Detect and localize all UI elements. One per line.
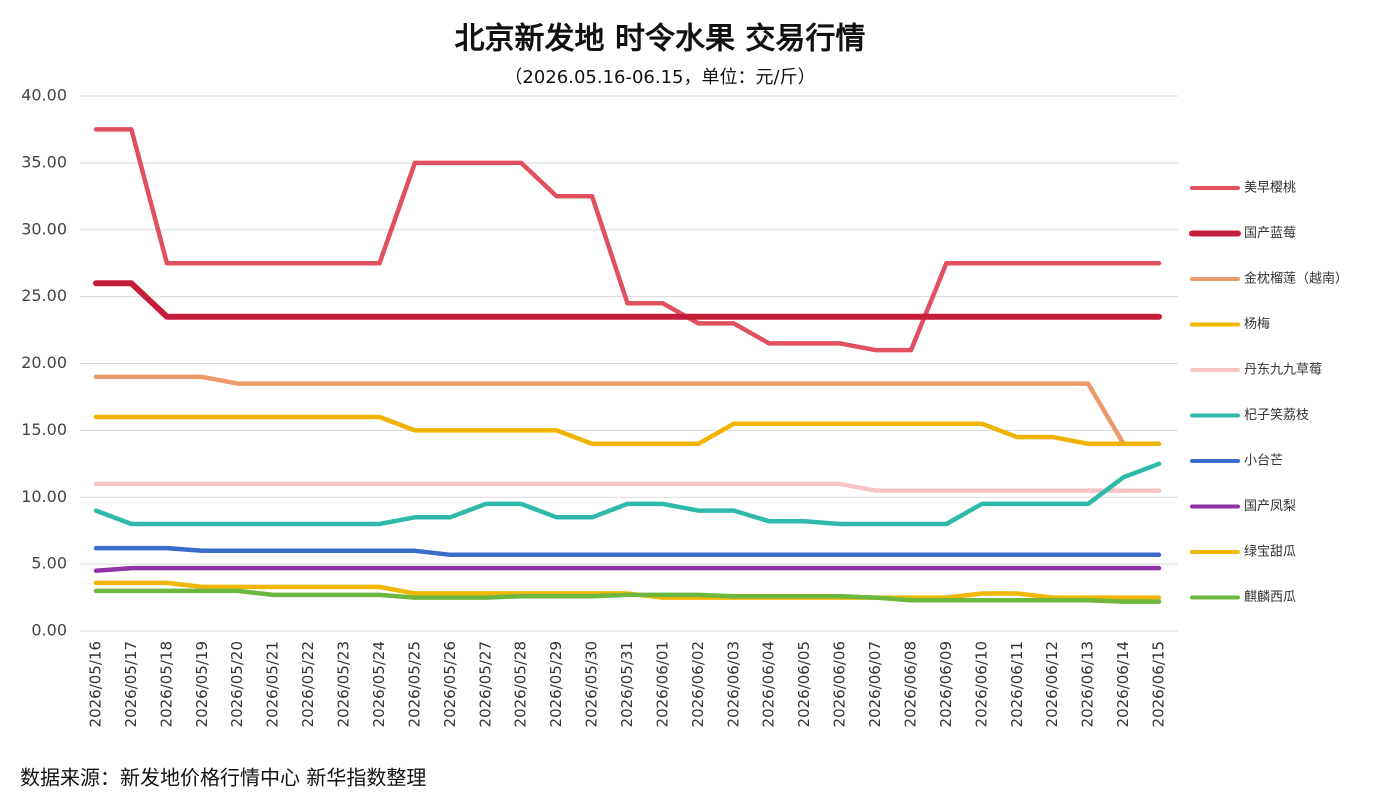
x-tick-label: 2026/06/01 — [653, 641, 671, 727]
series-line — [93, 461, 1162, 527]
x-tick-label: 2026/06/09 — [937, 641, 955, 727]
x-tick-label: 2026/06/12 — [1043, 641, 1061, 727]
legend-label: 金枕榴莲（越南） — [1244, 271, 1348, 287]
x-tick-label: 2026/05/25 — [405, 641, 423, 727]
legend-label: 麒麟西瓜 — [1244, 589, 1296, 605]
series-line — [93, 280, 1162, 320]
x-tick-label: 2026/05/30 — [583, 641, 601, 727]
y-tick-label: 5.00 — [31, 554, 67, 573]
x-tick-label: 2026/06/07 — [866, 641, 884, 727]
chart-title: 北京新发地 时令水果 交易行情 — [455, 22, 866, 57]
x-tick-label: 2026/05/21 — [264, 641, 282, 727]
x-tick-label: 2026/05/22 — [299, 641, 317, 727]
x-tick-label: 2026/05/17 — [122, 641, 140, 727]
x-tick-label: 2026/05/16 — [87, 641, 105, 727]
x-tick-label: 2026/05/27 — [476, 641, 494, 727]
series-line — [93, 374, 1162, 447]
y-tick-label: 35.00 — [21, 152, 67, 171]
source-note: 数据来源：新发地价格行情中心 新华指数整理 — [20, 766, 426, 790]
series-line — [93, 588, 1162, 604]
y-tick-label: 25.00 — [21, 286, 67, 305]
x-tick-label: 2026/05/23 — [335, 641, 353, 727]
legend-label: 丹东九九草莓 — [1244, 363, 1322, 378]
y-tick-label: 0.00 — [31, 621, 67, 640]
x-tick-label: 2026/05/24 — [370, 641, 388, 727]
x-tick-label: 2026/06/15 — [1150, 641, 1168, 727]
legend-label: 美早樱桃 — [1244, 180, 1296, 196]
x-tick-label: 2026/06/13 — [1079, 641, 1097, 727]
x-tick-label: 2026/06/04 — [760, 641, 778, 727]
y-tick-label: 20.00 — [21, 353, 67, 372]
y-tick-label: 40.00 — [21, 86, 67, 105]
x-tick-label: 2026/06/06 — [831, 641, 849, 727]
x-tick-label: 2026/05/19 — [193, 641, 211, 727]
x-tick-label: 2026/05/20 — [228, 641, 246, 727]
x-tick-label: 2026/05/26 — [441, 641, 459, 727]
series-line — [93, 481, 1162, 493]
x-tick-label: 2026/05/28 — [512, 641, 530, 727]
legend-label: 国产凤梨 — [1244, 499, 1296, 514]
x-tick-label: 2026/06/08 — [901, 641, 919, 727]
legend-label: 小台芒 — [1244, 453, 1283, 469]
series-line — [93, 565, 1162, 574]
y-tick-label: 15.00 — [21, 420, 67, 439]
x-tick-label: 2026/05/31 — [618, 641, 636, 727]
legend-label: 杞子笑荔枝 — [1244, 407, 1309, 423]
y-tick-label: 30.00 — [21, 219, 67, 238]
series-line — [93, 414, 1162, 447]
x-tick-label: 2026/06/11 — [1008, 641, 1026, 727]
chart-subtitle: （2026.05.16-06.15，单位：元/斤） — [504, 67, 815, 88]
x-tick-label: 2026/06/14 — [1114, 641, 1132, 727]
legend-label: 绿宝甜瓜 — [1244, 544, 1296, 560]
series-line — [93, 545, 1162, 558]
y-tick-label: 10.00 — [21, 487, 67, 506]
x-tick-label: 2026/06/10 — [972, 641, 990, 727]
x-tick-label: 2026/06/02 — [689, 641, 707, 727]
x-tick-label: 2026/05/29 — [547, 641, 565, 727]
legend-label: 杨梅 — [1244, 317, 1270, 332]
x-tick-label: 2026/05/18 — [157, 641, 175, 727]
x-tick-label: 2026/06/03 — [724, 641, 742, 727]
x-tick-label: 2026/06/05 — [795, 641, 813, 727]
series-line — [93, 127, 1162, 353]
legend-label: 国产蓝莓 — [1244, 226, 1296, 241]
